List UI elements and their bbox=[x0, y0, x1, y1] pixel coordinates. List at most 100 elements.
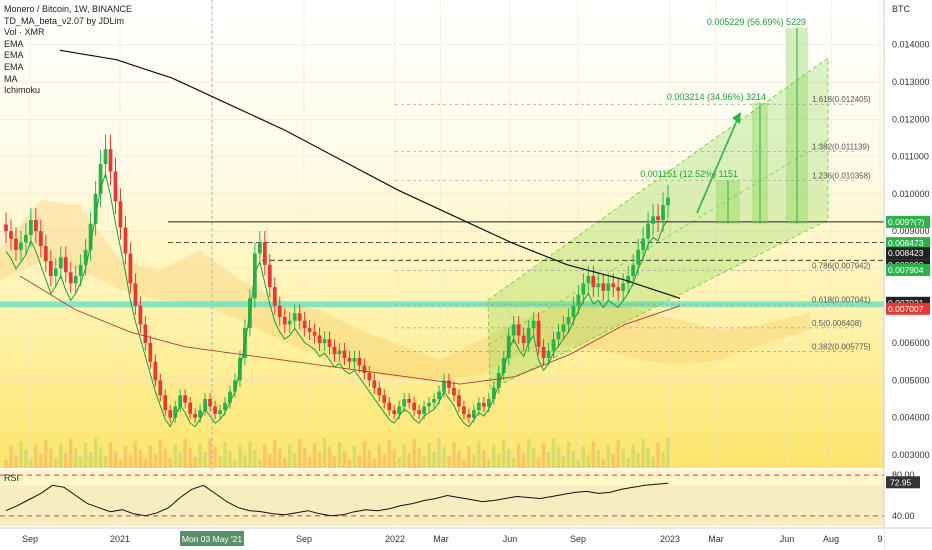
candle-body bbox=[118, 201, 123, 228]
legend-indicator[interactable]: TD_MA_beta_v2.07 by JDLim bbox=[4, 15, 125, 26]
x-tick-label: 2021 bbox=[110, 534, 130, 544]
volume-bar bbox=[297, 439, 302, 468]
fib-levels: 1.618(0.012405) 1.382(0.011139) 1.236(0.01… bbox=[168, 95, 884, 352]
volume-bar bbox=[243, 455, 247, 468]
candle-body bbox=[581, 283, 586, 295]
volume-bar bbox=[59, 444, 63, 468]
volume-bar bbox=[347, 460, 352, 468]
candle-body bbox=[63, 257, 68, 273]
legend-indicator[interactable]: EMA bbox=[4, 38, 24, 49]
candle-body bbox=[656, 216, 660, 221]
legend-indicator[interactable]: MA bbox=[4, 73, 18, 84]
candle-body bbox=[24, 234, 28, 243]
candle-body bbox=[14, 238, 18, 250]
candle-body bbox=[307, 328, 312, 332]
candle-body bbox=[342, 350, 347, 358]
candle-body bbox=[352, 357, 357, 362]
candle-body bbox=[203, 399, 207, 411]
volume-bar bbox=[357, 455, 362, 468]
candle-body bbox=[457, 395, 461, 407]
volume-bar bbox=[198, 443, 202, 468]
x-tick-label: Sep bbox=[296, 534, 312, 544]
x-tick-label: Jun bbox=[780, 534, 795, 544]
candle-body bbox=[501, 357, 506, 373]
candle-body bbox=[88, 223, 93, 250]
volume-bar bbox=[377, 445, 382, 468]
td-ma-line bbox=[5, 172, 669, 428]
candle-body bbox=[218, 410, 222, 414]
volume-bar bbox=[163, 449, 168, 468]
candle-body bbox=[193, 413, 198, 418]
candle-body bbox=[357, 357, 362, 366]
rsi-value-tag bbox=[886, 476, 920, 489]
candle-body bbox=[68, 272, 73, 284]
fib-level-label: 1.236(0.010358) bbox=[812, 172, 871, 181]
volume-bar bbox=[601, 459, 606, 468]
candle-body bbox=[536, 320, 541, 347]
candle-body bbox=[143, 324, 148, 344]
candle-body bbox=[641, 238, 646, 250]
legend-indicator[interactable]: EMA bbox=[4, 61, 24, 72]
volume-bar bbox=[367, 450, 372, 468]
candle-body bbox=[33, 220, 38, 232]
x-tick-label: Mon 03 May '21 bbox=[182, 534, 242, 544]
candle-body bbox=[417, 410, 422, 414]
candle-body bbox=[467, 413, 471, 418]
candle-body bbox=[402, 399, 407, 407]
candle-body bbox=[223, 402, 227, 411]
volume-bar bbox=[83, 443, 88, 468]
candle-body bbox=[183, 395, 188, 403]
candle-body bbox=[9, 231, 13, 239]
candle-body bbox=[148, 343, 153, 362]
legend-title[interactable]: Monero / Bitcoin, 1W, BINANCE bbox=[4, 4, 133, 14]
volume-bar bbox=[492, 445, 496, 468]
volume-bar bbox=[382, 454, 387, 468]
ma-line bbox=[59, 49, 681, 299]
volume-bar bbox=[322, 438, 327, 468]
volume-bar bbox=[576, 460, 581, 468]
candle-body bbox=[113, 171, 118, 202]
legend-indicator[interactable]: Ichimoku bbox=[4, 85, 41, 96]
volume-bar bbox=[511, 458, 516, 468]
y-tick-label: 0.006000 bbox=[892, 338, 930, 348]
price-tag bbox=[886, 302, 930, 315]
volume-bar bbox=[203, 452, 207, 468]
volume-bar bbox=[412, 439, 416, 468]
volume-bar bbox=[497, 454, 501, 468]
candle-body bbox=[153, 361, 158, 381]
volume-bar bbox=[148, 445, 153, 468]
candle-body bbox=[616, 287, 621, 291]
candle-body bbox=[158, 380, 163, 396]
candle-body bbox=[442, 380, 446, 392]
volume-bar bbox=[218, 456, 222, 468]
volume-bar bbox=[78, 457, 83, 468]
volume-bar bbox=[646, 448, 650, 468]
volume-bar bbox=[178, 453, 182, 468]
candle-body bbox=[362, 365, 367, 373]
volume-bar bbox=[616, 440, 620, 468]
candle-body bbox=[476, 402, 481, 411]
volume-bar bbox=[407, 453, 411, 468]
volume-bar bbox=[108, 442, 113, 468]
legend-indicator[interactable]: Vol · XMR bbox=[4, 27, 45, 38]
candle-body bbox=[486, 399, 491, 407]
volume-bar bbox=[19, 441, 23, 468]
candle-body bbox=[636, 249, 641, 265]
candle-body bbox=[78, 264, 83, 276]
volume-bar bbox=[387, 440, 392, 468]
volume-bar bbox=[233, 460, 237, 468]
candle-body bbox=[412, 402, 417, 411]
volume-bar bbox=[307, 457, 312, 468]
candle-body bbox=[297, 313, 302, 321]
rsi-title: RSI bbox=[4, 473, 19, 483]
volume-bar bbox=[317, 452, 322, 468]
volume-bar bbox=[521, 453, 526, 468]
candle-body bbox=[287, 320, 292, 325]
volume-bar bbox=[541, 443, 546, 468]
fib-level-label: 1.382(0.011139) bbox=[812, 142, 870, 151]
candle-body bbox=[257, 242, 262, 254]
legend-indicator[interactable]: EMA bbox=[4, 50, 24, 61]
volume-bar bbox=[566, 442, 571, 468]
candle-body bbox=[666, 197, 670, 206]
